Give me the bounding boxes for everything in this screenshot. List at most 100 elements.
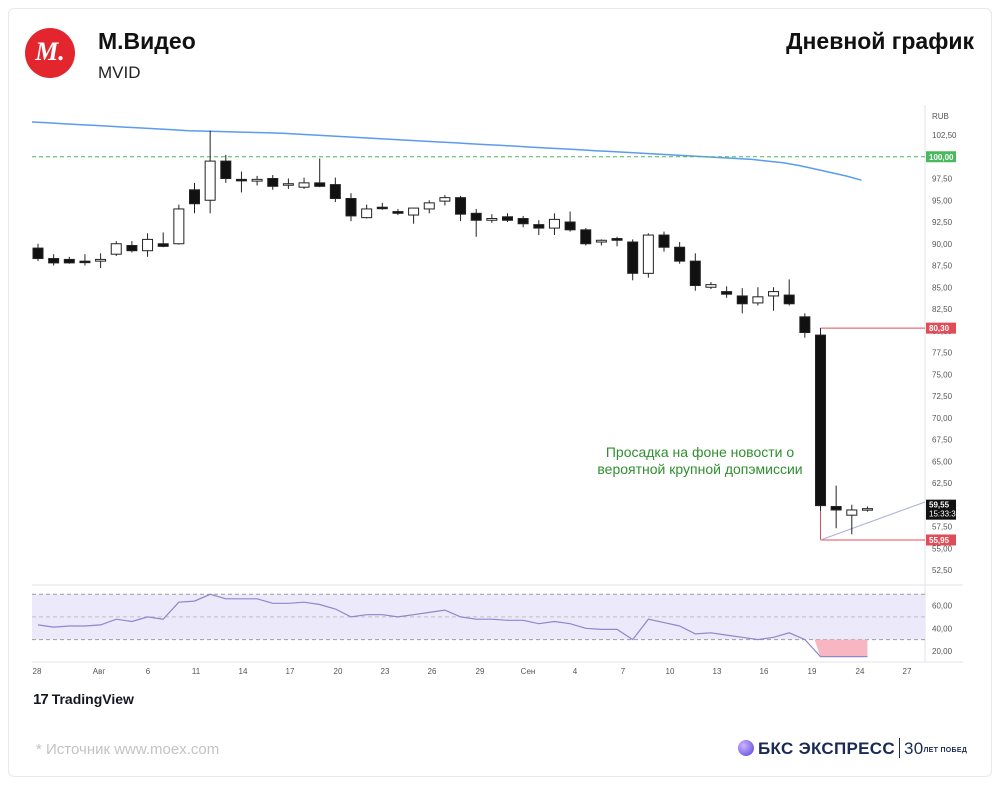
tradingview-logo: 17 TradingView (33, 691, 134, 708)
candle-body (329, 184, 341, 200)
candle-body (689, 260, 701, 287)
candle-body (736, 295, 748, 305)
annotation-text: Просадка на фоне новости о (606, 444, 795, 460)
candle-body (548, 218, 560, 229)
y-tick-label: 75,00 (932, 370, 953, 379)
candle-body (142, 238, 154, 252)
bcs-brand-text: БКС ЭКСПРЕСС (758, 739, 895, 758)
candle-body (220, 160, 232, 180)
y-tick-label: 87,50 (932, 262, 953, 271)
candle-body (48, 258, 60, 264)
candle-body (251, 178, 263, 182)
candle-body (79, 260, 91, 264)
anniversary-text: ЛЕТ ПОБЕД (923, 747, 968, 754)
x-tick-label: Авг (93, 667, 106, 676)
y-tick-label: 67,50 (932, 436, 953, 445)
candles-layer (32, 130, 873, 535)
chart-grid (32, 105, 963, 663)
y-tick-label: 97,50 (932, 175, 953, 184)
x-tick-label: 27 (903, 667, 912, 676)
rsi-tick-label: 20,00 (932, 647, 953, 656)
y-tick-label: 72,50 (932, 392, 953, 401)
candle-body (204, 160, 216, 201)
chart-type-title: Дневной график (786, 28, 974, 54)
x-tick-label: 16 (760, 667, 769, 676)
anniversary-number: 30 (903, 739, 924, 758)
candle-body (455, 197, 467, 215)
trend-line (820, 501, 926, 541)
rsi-tick-label: 60,00 (932, 602, 953, 611)
candle-body (173, 208, 185, 245)
annotation-text: вероятной крупной допэмиссии (597, 461, 802, 477)
candle-body (470, 212, 482, 221)
x-tick-label: 13 (713, 667, 722, 676)
candle-body (517, 218, 529, 225)
x-tick-label: 20 (334, 667, 343, 676)
y-tick-label: 95,00 (932, 196, 953, 205)
y-tick-label: 90,00 (932, 240, 953, 249)
x-tick-label: 17 (286, 667, 295, 676)
candle-body (533, 224, 545, 229)
candle-body (815, 334, 826, 507)
bcs-logo-icon (738, 740, 754, 756)
brand-divider (898, 738, 900, 758)
candle-body (423, 202, 435, 210)
candle-body (314, 182, 326, 187)
candle-body (846, 509, 858, 516)
currency-label: RUB (932, 112, 949, 121)
mvideo-logo: М. (25, 28, 75, 78)
candle-body (768, 291, 780, 297)
candle-body (235, 178, 247, 182)
candle-body (189, 189, 200, 205)
candle-body (564, 221, 576, 231)
candle-body (126, 244, 138, 252)
x-tick-label: 14 (239, 667, 248, 676)
moving-average-layer (31, 121, 862, 181)
candle-body (157, 243, 169, 247)
y-tick-label: 62,50 (932, 479, 953, 488)
x-tick-label: 19 (808, 667, 817, 676)
candle-body (830, 505, 842, 511)
x-tick-label: 28 (33, 667, 42, 676)
y-tick-label: 85,00 (932, 283, 953, 292)
candle-body (361, 208, 373, 219)
candle-body (627, 241, 639, 274)
y-tick-label: 55,00 (932, 544, 953, 553)
x-tick-label: 6 (146, 667, 151, 676)
x-tick-label: 4 (573, 667, 578, 676)
candle-body (63, 258, 75, 264)
candle-body (267, 178, 279, 187)
y-tick-label: 102,50 (932, 131, 957, 140)
candle-body (783, 294, 795, 305)
candle-body (861, 508, 873, 511)
moving-average-line (31, 121, 862, 181)
y-tick-label: 77,50 (932, 349, 953, 358)
candle-body (799, 316, 811, 333)
x-tick-label: 29 (476, 667, 485, 676)
candle-body (611, 238, 623, 241)
bcs-brand: БКС ЭКСПРЕСС 30ЛЕТ ПОБЕД (738, 738, 967, 759)
low-price-label-box (926, 534, 956, 546)
y-tick-label: 82,50 (932, 305, 953, 314)
high-price-label: 80,30 (929, 324, 950, 333)
candle-body (439, 197, 451, 202)
candle-body (95, 258, 107, 262)
company-name: М.Видео (98, 28, 196, 54)
x-tick-label: 24 (856, 667, 865, 676)
low-price-label: 55,95 (929, 536, 950, 545)
y-tick-label: 52,50 (932, 566, 953, 575)
candle-body (486, 218, 498, 221)
current-price-label-box (926, 499, 956, 520)
x-tick-label: 10 (666, 667, 675, 676)
candle-body (752, 296, 764, 304)
candle-body (658, 234, 670, 248)
candle-body (705, 284, 717, 288)
candle-body (392, 211, 404, 214)
candle-body (595, 239, 607, 243)
y-tick-label: 92,50 (932, 218, 953, 227)
x-tick-label: 7 (621, 667, 626, 676)
source-note: * Источник www.moex.com (36, 741, 220, 758)
candle-body (282, 183, 294, 186)
candle-body (580, 229, 592, 245)
